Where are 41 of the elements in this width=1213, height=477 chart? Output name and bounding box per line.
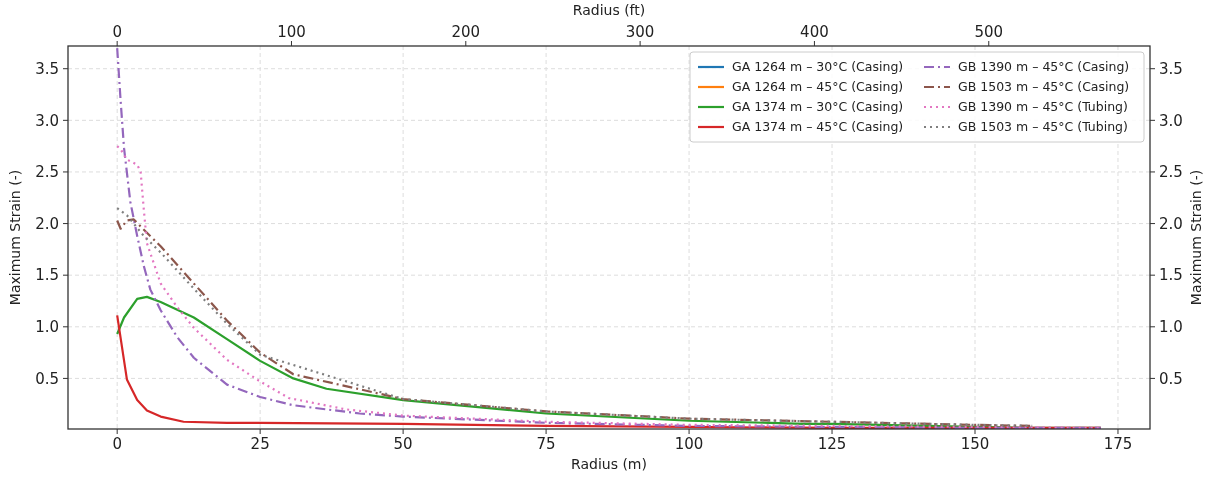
y2-tick-label: 3.0 bbox=[1159, 111, 1183, 130]
y2-tick-label: 1.5 bbox=[1159, 266, 1183, 285]
x-tick-label: 150 bbox=[960, 435, 990, 453]
legend-label: GA 1374 m – 45°C (Casing) bbox=[732, 119, 904, 135]
x-tick-label: 50 bbox=[393, 435, 413, 453]
y2-tick-label: 1.0 bbox=[1159, 318, 1183, 337]
y2-tick-label: 0.5 bbox=[1159, 369, 1183, 388]
y2-tick-label: 3.5 bbox=[1159, 59, 1183, 78]
y2-axis-title: Maximum Strain (-) bbox=[1188, 169, 1204, 306]
x-tick-label: 0 bbox=[112, 435, 122, 453]
y-axis-title: Maximum Strain (-) bbox=[7, 169, 23, 306]
legend-label: GA 1374 m – 30°C (Casing) bbox=[732, 99, 904, 115]
legend-label: GB 1390 m – 45°C (Casing) bbox=[958, 59, 1130, 75]
y-tick-label: 1.5 bbox=[35, 266, 59, 285]
x-tick-label: 175 bbox=[1103, 435, 1133, 453]
y-tick-label: 3.5 bbox=[35, 59, 59, 78]
legend-label: GA 1264 m – 45°C (Casing) bbox=[732, 79, 904, 95]
y2-tick-label: 2.0 bbox=[1159, 214, 1183, 233]
legend-label: GA 1264 m – 30°C (Casing) bbox=[732, 59, 904, 75]
y-tick-label: 3.0 bbox=[35, 111, 59, 130]
legend-label: GB 1503 m – 45°C (Casing) bbox=[958, 79, 1130, 95]
x-tick-label: 125 bbox=[817, 435, 847, 453]
x2-tick-label: 500 bbox=[974, 23, 1004, 41]
x2-tick-label: 300 bbox=[625, 23, 655, 41]
x-axis-title: Radius (m) bbox=[571, 456, 647, 472]
x-tick-label: 25 bbox=[250, 435, 270, 453]
y-tick-label: 2.0 bbox=[35, 214, 59, 233]
x2-axis-title: Radius (ft) bbox=[572, 2, 646, 18]
legend-label: GB 1503 m – 45°C (Tubing) bbox=[958, 119, 1128, 135]
legend-label: GB 1390 m – 45°C (Tubing) bbox=[958, 99, 1128, 115]
x2-tick-label: 100 bbox=[277, 23, 306, 41]
y2-tick-label: 2.5 bbox=[1159, 163, 1183, 182]
y-tick-label: 0.5 bbox=[35, 369, 59, 388]
x-tick-label: 100 bbox=[674, 435, 704, 453]
y-tick-label: 2.5 bbox=[35, 163, 59, 182]
x2-tick-label: 0 bbox=[112, 23, 122, 41]
x-tick-label: 75 bbox=[536, 435, 556, 453]
x2-tick-label: 200 bbox=[451, 23, 481, 41]
x2-tick-label: 400 bbox=[800, 23, 829, 41]
line-series bbox=[116, 145, 1102, 430]
y-tick-label: 1.0 bbox=[35, 318, 59, 337]
